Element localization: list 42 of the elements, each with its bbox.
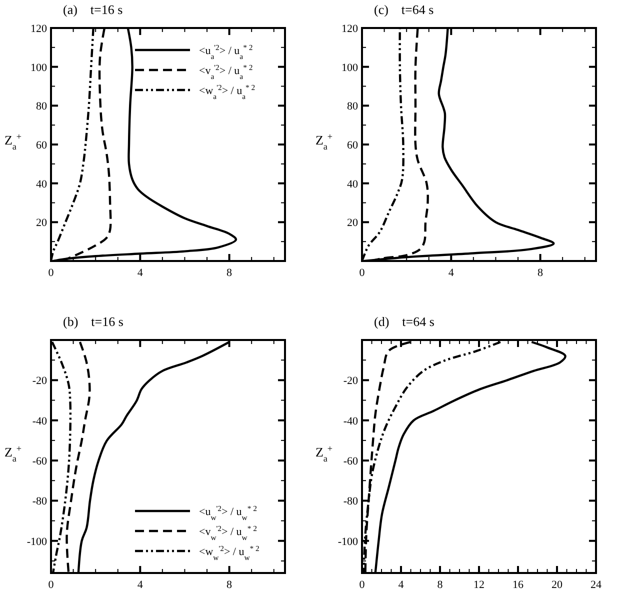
chart-title: (c) t=64 s [374, 2, 434, 17]
y-tick-label: 40 [36, 178, 48, 190]
chart-title: (a) t=16 s [63, 2, 123, 17]
y-tick-label: 60 [36, 140, 48, 152]
x-tick-label: 4 [137, 267, 144, 279]
y-tick-label: 20 [36, 217, 48, 230]
y-tick-label: -100 [338, 536, 358, 548]
y-tick-label: -40 [32, 415, 48, 428]
x-tick-label: 0 [359, 579, 366, 591]
y-tick-label: 100 [30, 62, 48, 74]
y-tick-label: -80 [32, 496, 48, 508]
y-tick-label: 40 [347, 178, 358, 190]
x-tick-label: 8 [226, 579, 233, 591]
x-tick-label: 8 [437, 579, 444, 591]
y-tick-label: 80 [347, 100, 358, 113]
x-tick-label: 20 [552, 579, 563, 591]
y-tick-label: -40 [343, 415, 358, 428]
y-tick-label: -100 [26, 536, 48, 548]
y-tick-label: 20 [347, 217, 358, 230]
x-tick-label: 0 [48, 579, 54, 591]
x-tick-label: 4 [137, 579, 144, 591]
y-tick-label: 80 [36, 100, 48, 113]
x-tick-label: 0 [359, 267, 366, 279]
y-tick-label: -20 [343, 375, 358, 388]
y-tick-label: 120 [342, 23, 358, 35]
y-tick-label: 120 [30, 23, 48, 35]
x-tick-label: 4 [448, 267, 454, 279]
y-tick-label: 100 [342, 62, 358, 74]
x-tick-label: 0 [48, 267, 54, 279]
chart-title: (d) t=64 s [374, 314, 434, 329]
x-tick-label: 8 [226, 267, 233, 279]
x-tick-label: 12 [474, 579, 484, 591]
x-tick-label: 16 [512, 579, 524, 591]
y-tick-label: -60 [32, 456, 48, 468]
x-tick-label: 24 [590, 579, 602, 591]
y-tick-label: -60 [343, 456, 358, 468]
y-tick-label: -20 [32, 375, 48, 388]
y-tick-label: -80 [343, 496, 358, 508]
x-tick-label: 8 [538, 267, 544, 279]
y-tick-label: 60 [347, 140, 358, 152]
chart-title: (b) t=16 s [63, 314, 124, 329]
x-tick-label: 4 [398, 579, 404, 591]
